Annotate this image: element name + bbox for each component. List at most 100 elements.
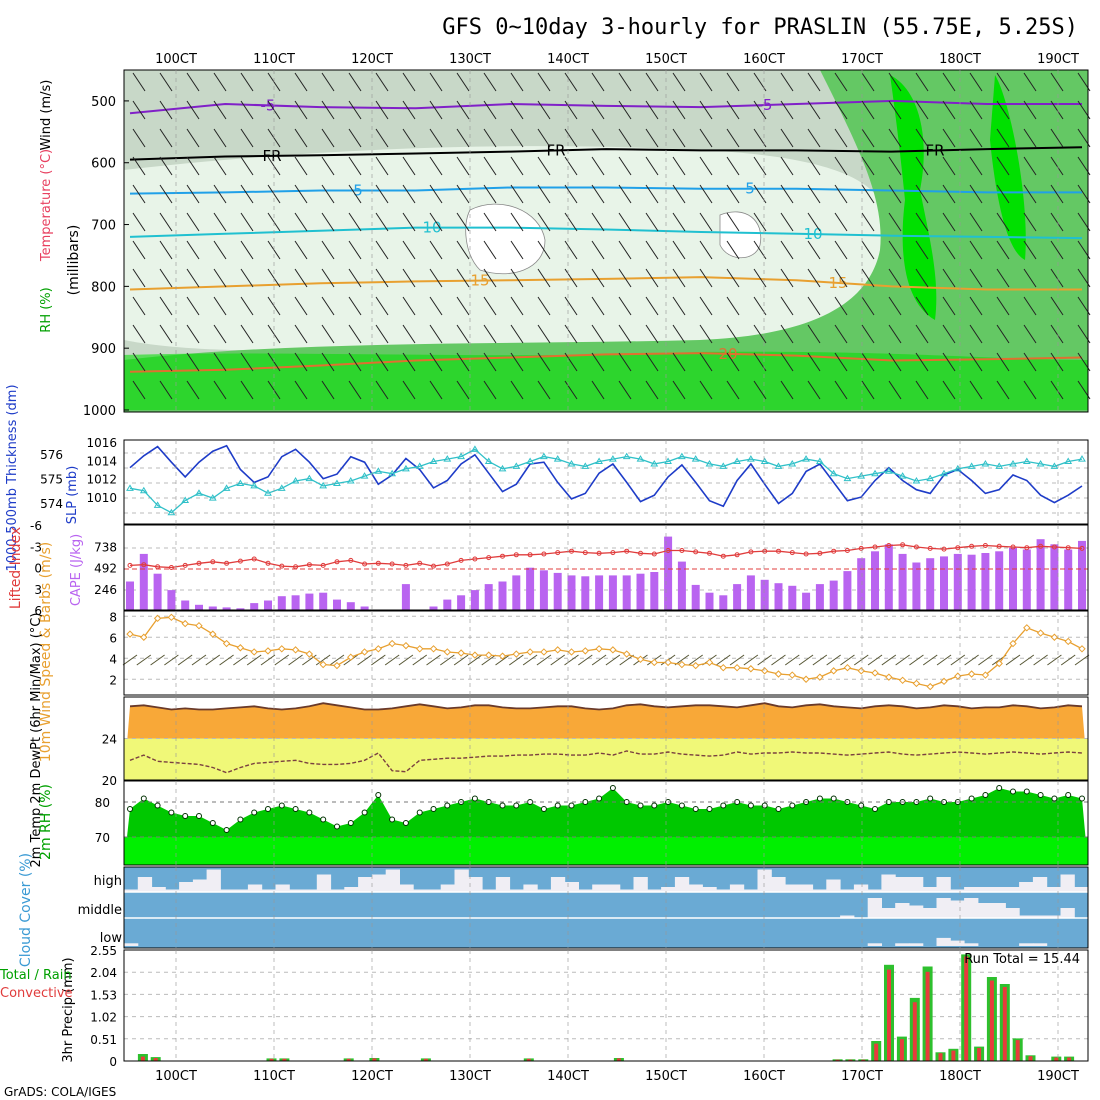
wind-marker [567, 648, 576, 656]
cloud-bar-high [261, 889, 276, 892]
wind-barb [321, 156, 335, 176]
thickness-marker [1050, 462, 1059, 469]
wind-barb [942, 72, 956, 92]
wind-barb [402, 352, 416, 372]
cloud-bar-high [137, 877, 153, 892]
wind-barb [942, 268, 956, 288]
cape-bar [153, 573, 162, 610]
wind-barb [812, 654, 828, 666]
wind-barb [240, 268, 254, 288]
wind-label: Wind (m/s) [39, 80, 54, 151]
thickness-marker [484, 457, 493, 464]
precip-convective-bar [938, 1053, 943, 1061]
li-marker [224, 560, 230, 566]
wind-barb [132, 100, 146, 120]
wind-barb [645, 100, 659, 120]
wind-barb [294, 324, 308, 344]
wind-barb [672, 156, 686, 176]
wind-barb [699, 352, 713, 372]
wind-barb [348, 156, 362, 176]
wind-barb [771, 654, 786, 666]
wind-barb [715, 654, 731, 666]
cape-bar [884, 544, 893, 610]
wind-barb [483, 296, 497, 316]
rh-marker [637, 802, 644, 809]
rh-marker [430, 806, 437, 812]
wind-barb [429, 72, 443, 92]
wind-barb [483, 380, 497, 400]
wind-barb [942, 184, 956, 204]
rh-marker [375, 792, 382, 798]
wind-barb [467, 654, 483, 666]
li-marker [1010, 544, 1016, 550]
li-marker [913, 544, 919, 550]
wind-barb [1050, 352, 1064, 372]
wind-marker [733, 663, 741, 672]
cloud-bar-low [936, 937, 951, 946]
cape-bar [995, 551, 1004, 610]
isotherm-label: -5 [261, 96, 276, 114]
cloud-bar-high [275, 884, 290, 892]
wind-barb [969, 156, 983, 176]
li-marker [237, 558, 243, 564]
thickness-line [129, 448, 1083, 514]
cloud-bar-high [206, 869, 221, 892]
precip-convective-bar [835, 1059, 840, 1061]
wind-barb [807, 128, 821, 148]
li-marker [417, 560, 423, 566]
rh-marker [402, 820, 409, 826]
cape-bar [553, 572, 562, 610]
cloud-bar-high [454, 869, 469, 892]
rh-marker [692, 806, 699, 812]
wind-barb [132, 324, 146, 344]
wind-barb [537, 240, 551, 260]
li-label: Lifted Index [8, 527, 24, 609]
wind-barb [591, 268, 605, 288]
wind-barb [888, 268, 902, 288]
li-marker [624, 548, 630, 554]
wind-barb [402, 72, 416, 92]
wind-barb [978, 654, 993, 666]
thickness-marker [981, 459, 990, 467]
wind-barb [329, 654, 345, 666]
li-marker [362, 561, 368, 567]
wind-barb [429, 100, 443, 120]
cloud-bar-high [1032, 877, 1048, 892]
wind-barb [315, 654, 331, 666]
wind-barb [240, 296, 254, 316]
cloud-bar-high [330, 889, 345, 892]
li-marker [831, 548, 837, 554]
rh-marker [761, 802, 768, 809]
wind-barb [537, 184, 551, 204]
cape-bar [484, 584, 493, 610]
wind-barb [969, 240, 983, 260]
precip-convective-bar [616, 1058, 621, 1061]
wind-barb [402, 212, 416, 232]
cloud-bar-high [592, 884, 607, 892]
wind-barb [807, 268, 821, 288]
thickness-marker [1078, 455, 1086, 462]
wind-barb [321, 128, 335, 148]
cape-bar [167, 590, 176, 610]
cape-bar [581, 576, 590, 610]
wind-marker [416, 645, 424, 653]
li-marker [776, 548, 781, 554]
y-tick-label: 2 [109, 673, 117, 687]
wind-marker [195, 621, 203, 630]
isotherm-ten [129, 226, 1083, 240]
wind-barb [429, 352, 443, 372]
precip-convective-bar [282, 1058, 287, 1061]
wind-barb [591, 296, 605, 316]
cape-bar [1022, 549, 1031, 610]
wind-barb [537, 352, 551, 372]
li-marker [279, 563, 285, 569]
wind-marker [512, 650, 521, 658]
wind-barb [840, 654, 855, 666]
wind-barb [186, 72, 200, 92]
wind-barb [726, 296, 740, 316]
wind-barb [1050, 156, 1064, 176]
cape-bar [677, 561, 686, 610]
wind-barb [888, 240, 902, 260]
thickness-marker [705, 459, 714, 467]
thickness-marker [1022, 457, 1031, 464]
